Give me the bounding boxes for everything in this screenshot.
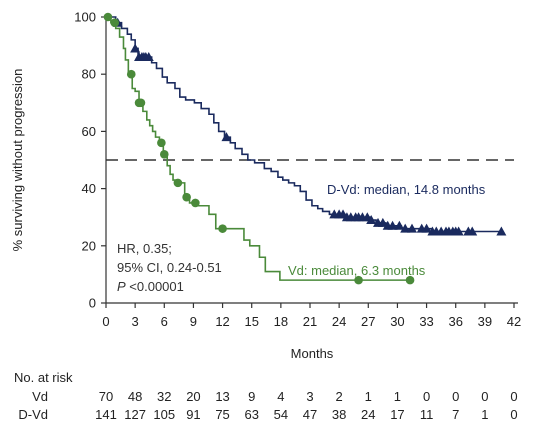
- y-tick-label: 20: [82, 238, 96, 253]
- risk-value: 0: [510, 389, 517, 404]
- risk-value: 13: [215, 389, 229, 404]
- risk-value: 70: [99, 389, 113, 404]
- x-tick-label: 30: [390, 314, 404, 329]
- censor-marker: [453, 226, 464, 236]
- ci-annotation: 95% CI, 0.24-0.51: [117, 260, 222, 275]
- risk-row-label-dvd: D-Vd: [18, 407, 48, 422]
- x-tick-label: 39: [478, 314, 492, 329]
- risk-value: 1: [481, 407, 488, 422]
- censor-marker: [130, 43, 141, 53]
- x-tick-label: 3: [132, 314, 139, 329]
- x-tick-label: 6: [161, 314, 168, 329]
- censor-marker: [218, 224, 227, 233]
- censor-marker: [159, 149, 169, 159]
- y-tick-label: 80: [82, 67, 96, 82]
- censor-marker: [377, 217, 388, 227]
- risk-value: 0: [423, 389, 430, 404]
- risk-value: 4: [277, 389, 284, 404]
- risk-value: 91: [186, 407, 200, 422]
- x-tick-label: 36: [448, 314, 462, 329]
- p-value: <0.00001: [126, 279, 184, 294]
- censor-marker: [221, 132, 232, 142]
- risk-table-title: No. at risk: [14, 370, 73, 385]
- censor-marker: [400, 223, 411, 233]
- censor-marker: [467, 226, 478, 236]
- censor-marker: [126, 69, 136, 79]
- x-tick-label: 21: [303, 314, 317, 329]
- risk-value: 3: [306, 389, 313, 404]
- risk-value: 9: [248, 389, 255, 404]
- risk-value: 11: [420, 407, 434, 422]
- risk-value: 47: [303, 407, 317, 422]
- dvd-median-annotation: D-Vd: median, 14.8 months: [327, 182, 486, 197]
- censor-marker: [103, 12, 113, 22]
- risk-value: 20: [186, 389, 200, 404]
- risk-value: 38: [332, 407, 346, 422]
- censor-marker: [407, 223, 417, 233]
- censor-marker: [143, 52, 154, 62]
- x-tick-label: 9: [190, 314, 197, 329]
- x-axis-label: Months: [291, 346, 334, 361]
- series-vd: [103, 12, 415, 285]
- hr-annotation: HR, 0.35;: [117, 241, 172, 256]
- risk-value: 1: [365, 389, 372, 404]
- risk-value: 127: [124, 407, 146, 422]
- x-tick-label: 33: [419, 314, 433, 329]
- risk-value: 0: [481, 389, 488, 404]
- censor-marker: [366, 215, 377, 225]
- censor-marker: [191, 198, 200, 208]
- x-tick-label: 27: [361, 314, 375, 329]
- vd-median-annotation: Vd: median, 6.3 months: [288, 263, 426, 278]
- censor-marker: [405, 275, 415, 285]
- p-symbol: P: [117, 279, 126, 294]
- censor-marker: [173, 178, 183, 188]
- risk-value: 75: [215, 407, 229, 422]
- survival-curve: [106, 16, 502, 233]
- censor-marker: [110, 18, 120, 28]
- risk-value: 63: [244, 407, 258, 422]
- risk-value: 141: [95, 407, 117, 422]
- risk-value: 2: [336, 389, 343, 404]
- censor-marker: [157, 138, 166, 148]
- risk-value: 105: [153, 407, 175, 422]
- censor-marker: [421, 223, 432, 233]
- x-tick-label: 0: [102, 314, 109, 329]
- risk-value: 1: [394, 389, 401, 404]
- risk-value: 0: [452, 389, 459, 404]
- risk-value: 7: [452, 407, 459, 422]
- y-tick-label: 40: [82, 181, 96, 196]
- risk-value: 17: [390, 407, 404, 422]
- y-ticks: 0 20 40 60 80 100: [74, 10, 106, 311]
- risk-value: 24: [361, 407, 375, 422]
- censor-marker: [182, 192, 191, 202]
- censor-marker: [394, 220, 405, 230]
- p-value-annotation: P <0.00001: [117, 279, 184, 294]
- risk-value: 48: [128, 389, 142, 404]
- series-d-vd: [106, 16, 507, 236]
- x-tick-label: 18: [274, 314, 288, 329]
- censor-marker: [354, 275, 363, 285]
- censor-marker: [496, 226, 507, 236]
- x-tick-label: 15: [244, 314, 258, 329]
- risk-row-label-vd: Vd: [32, 389, 48, 404]
- risk-value: 0: [510, 407, 517, 422]
- y-axis-label: % surviving without progression: [10, 69, 25, 252]
- risk-value: 32: [157, 389, 171, 404]
- series-layer: [103, 12, 507, 285]
- y-tick-label: 0: [89, 296, 96, 311]
- y-tick-label: 60: [82, 124, 96, 139]
- risk-value: 54: [274, 407, 288, 422]
- x-tick-label: 12: [215, 314, 229, 329]
- censor-marker: [136, 98, 146, 108]
- x-ticks: 0 3 6 9 12 15 18 21 24 27 30 33 36 39 42: [102, 303, 521, 329]
- x-tick-label: 24: [332, 314, 346, 329]
- x-tick-label: 42: [507, 314, 521, 329]
- y-tick-label: 100: [74, 10, 96, 25]
- censor-marker: [387, 220, 398, 230]
